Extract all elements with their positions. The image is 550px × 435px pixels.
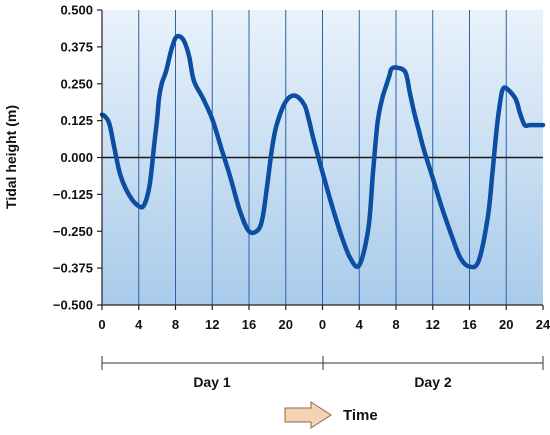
y-tick-label: 0.250 (60, 76, 93, 91)
y-axis-label: Tidal height (m) (3, 105, 19, 209)
y-tick-label: −0.125 (53, 187, 93, 202)
axes (97, 9, 544, 310)
x-tick-label: 4 (356, 317, 364, 332)
y-tick-label: 0.125 (60, 113, 93, 128)
y-tick-label: −0.250 (53, 224, 93, 239)
x-tick-label: 20 (499, 317, 513, 332)
y-tick-label: 0.000 (60, 150, 93, 165)
y-tick-label: −0.375 (53, 261, 93, 276)
x-tick-label: 0 (98, 317, 105, 332)
y-axis-tick-labels: 0.500 0.375 0.250 0.125 0.000 −0.125 −0.250 −0.… (53, 3, 93, 313)
y-tick-label: 0.375 (60, 39, 93, 54)
time-arrow-icon (284, 401, 332, 429)
x-tick-label: 12 (205, 317, 219, 332)
day-1-label: Day 1 (193, 374, 231, 390)
x-axis-tick-labels: 0 4 8 12 16 20 0 4 8 12 16 20 24 (98, 317, 550, 332)
x-axis-label: Time (343, 407, 378, 424)
x-tick-label: 16 (462, 317, 476, 332)
y-tick-label: −0.500 (53, 298, 93, 313)
day-bracket (101, 356, 544, 370)
x-tick-label: 8 (392, 317, 399, 332)
x-tick-label: 12 (426, 317, 440, 332)
x-tick-label: 4 (135, 317, 143, 332)
tidal-height-series-line (99, 33, 546, 270)
x-tick-label: 24 (536, 317, 550, 332)
x-tick-label: 20 (279, 317, 293, 332)
day-2-label: Day 2 (414, 374, 452, 390)
x-tick-label: 16 (242, 317, 256, 332)
y-tick-label: 0.500 (60, 3, 93, 18)
x-tick-label: 8 (172, 317, 179, 332)
x-tick-label: 0 (319, 317, 326, 332)
